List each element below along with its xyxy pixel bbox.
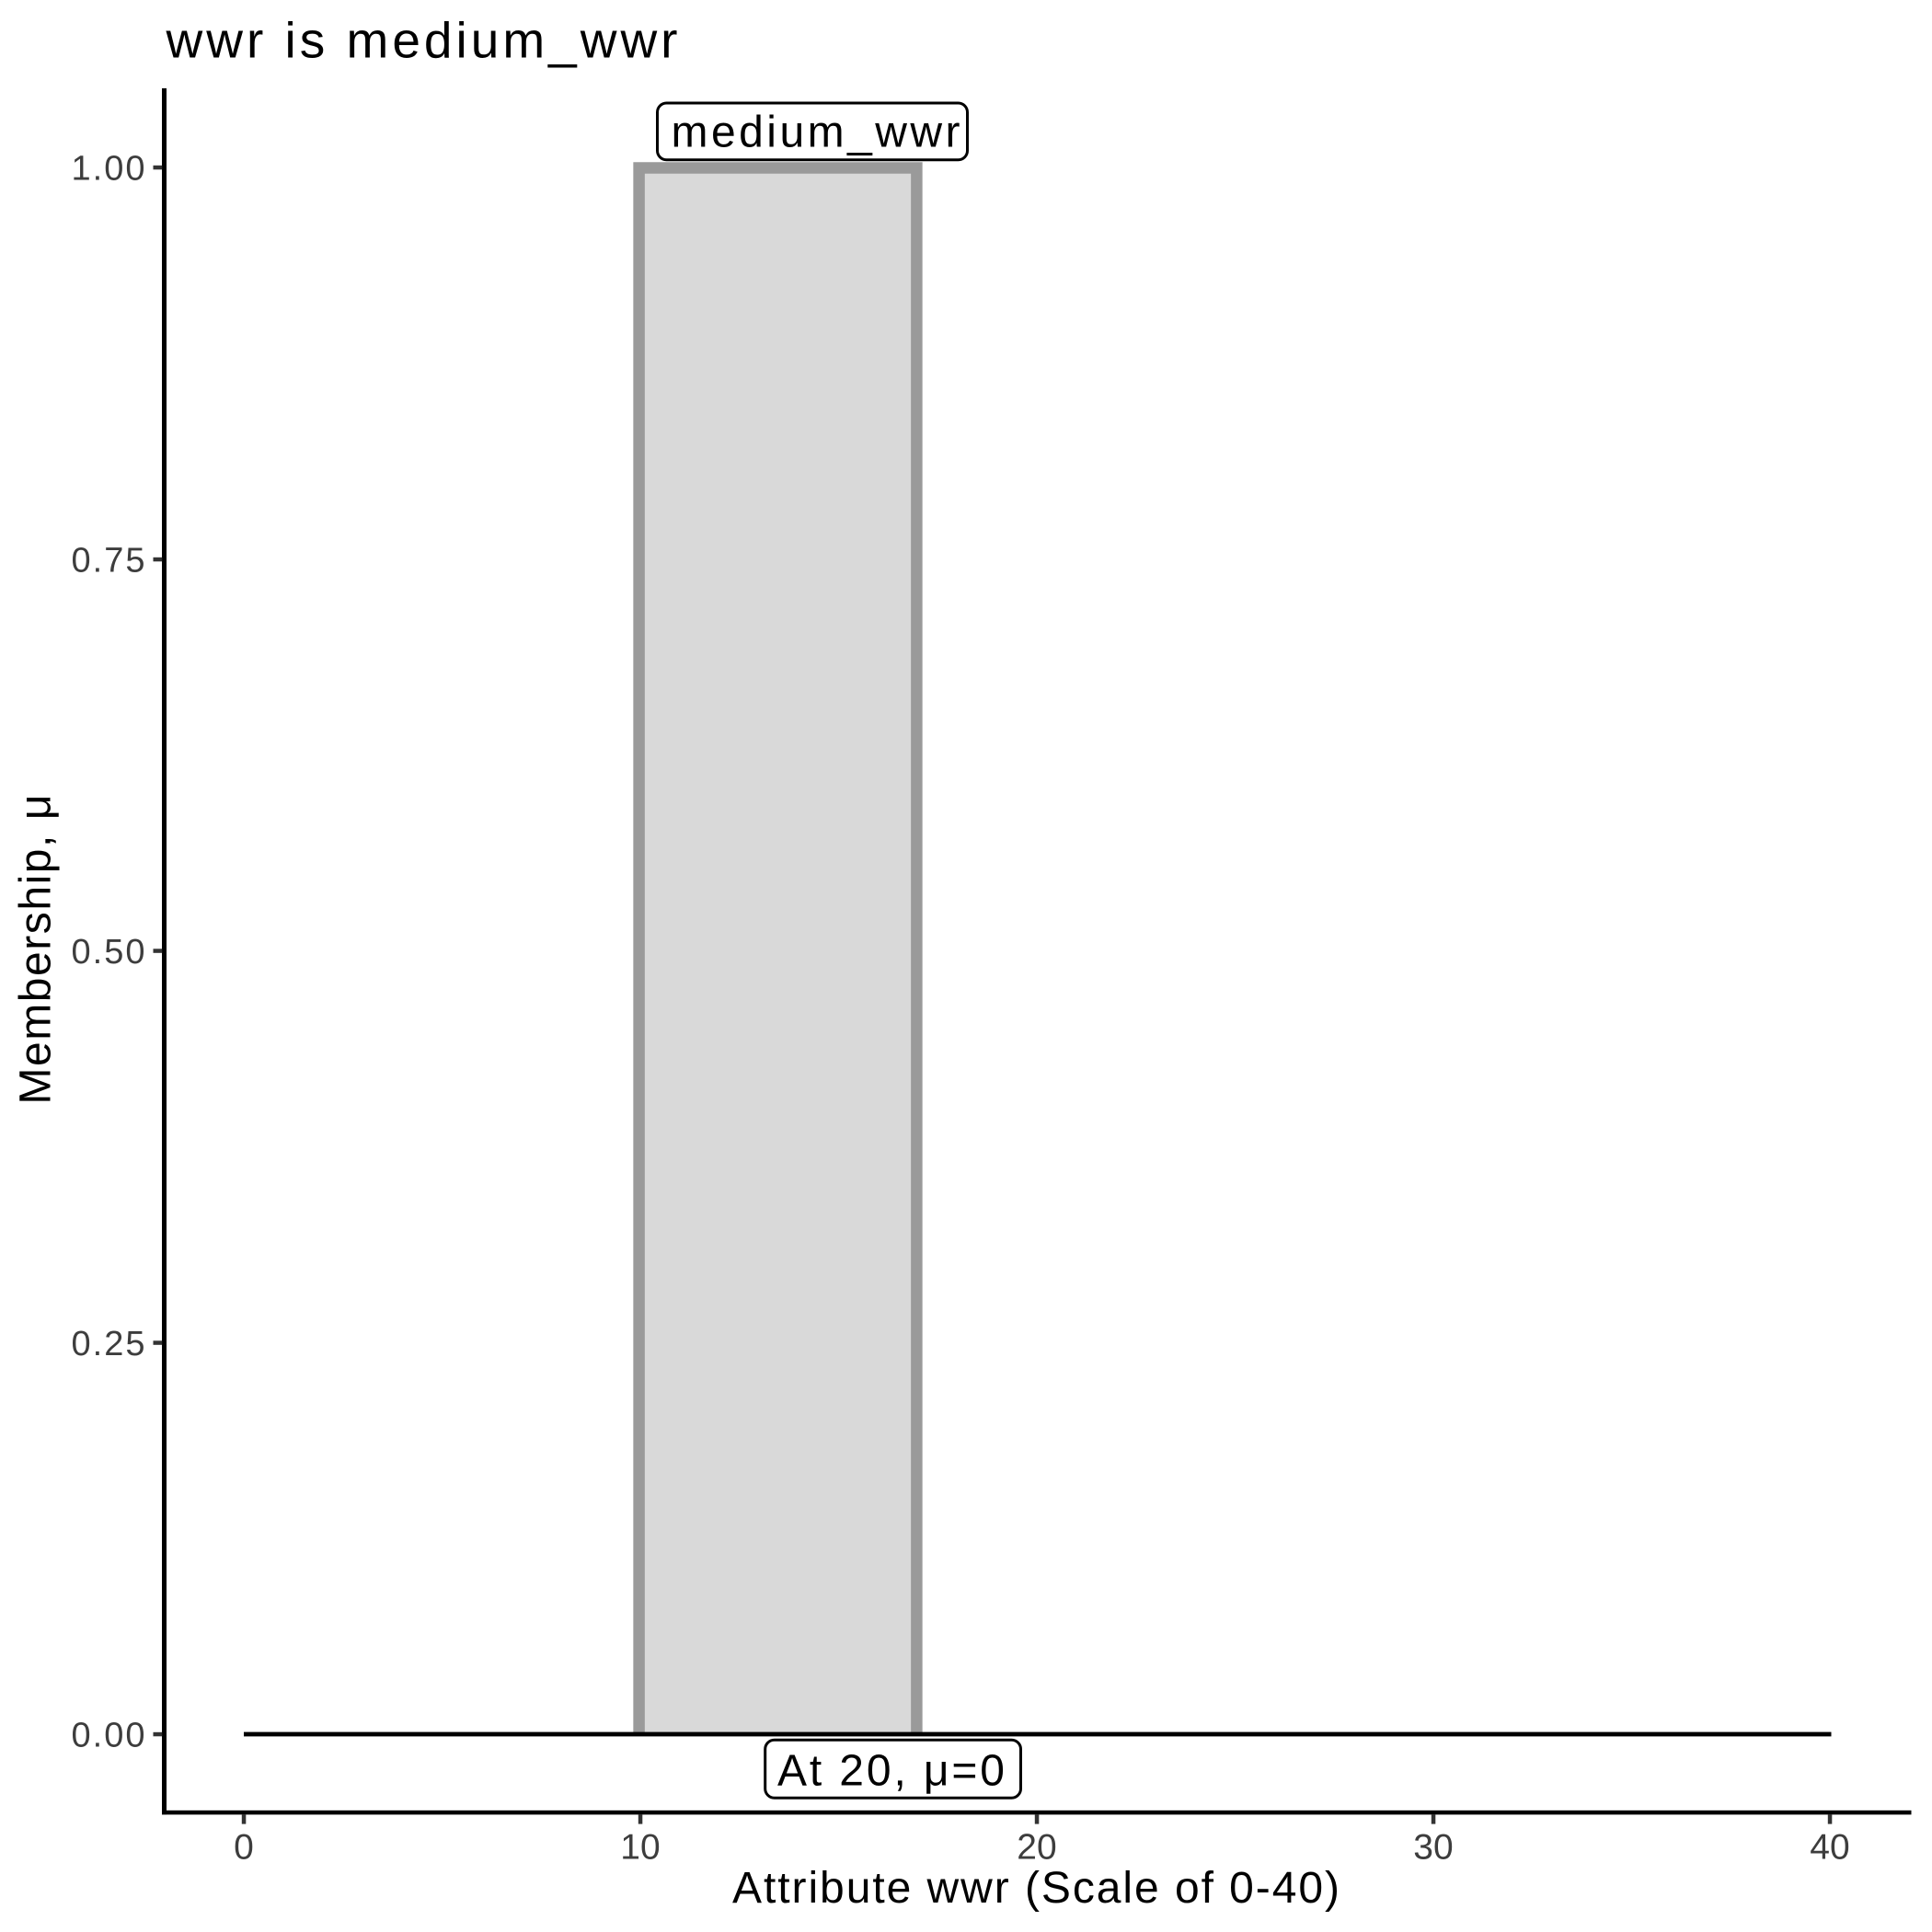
svg-text:40: 40 (1810, 1828, 1849, 1868)
svg-text:0.75: 0.75 (72, 542, 145, 581)
svg-text:0.00: 0.00 (72, 1717, 145, 1755)
svg-text:Membership, μ: Membership, μ (12, 795, 61, 1105)
svg-text:30: 30 (1413, 1828, 1453, 1868)
svg-text:1.00: 1.00 (72, 150, 145, 189)
svg-text:medium_wwr: medium_wwr (672, 109, 960, 157)
svg-text:0.25: 0.25 (72, 1325, 145, 1363)
svg-text:0: 0 (234, 1828, 254, 1868)
svg-text:At 20, μ=0: At 20, μ=0 (777, 1747, 1005, 1796)
svg-text:10: 10 (620, 1828, 660, 1868)
svg-text:Attribute wwr (Scale of 0-40): Attribute wwr (Scale of 0-40) (732, 1864, 1340, 1913)
svg-text:0.50: 0.50 (72, 933, 145, 972)
svg-text:20: 20 (1017, 1828, 1056, 1868)
